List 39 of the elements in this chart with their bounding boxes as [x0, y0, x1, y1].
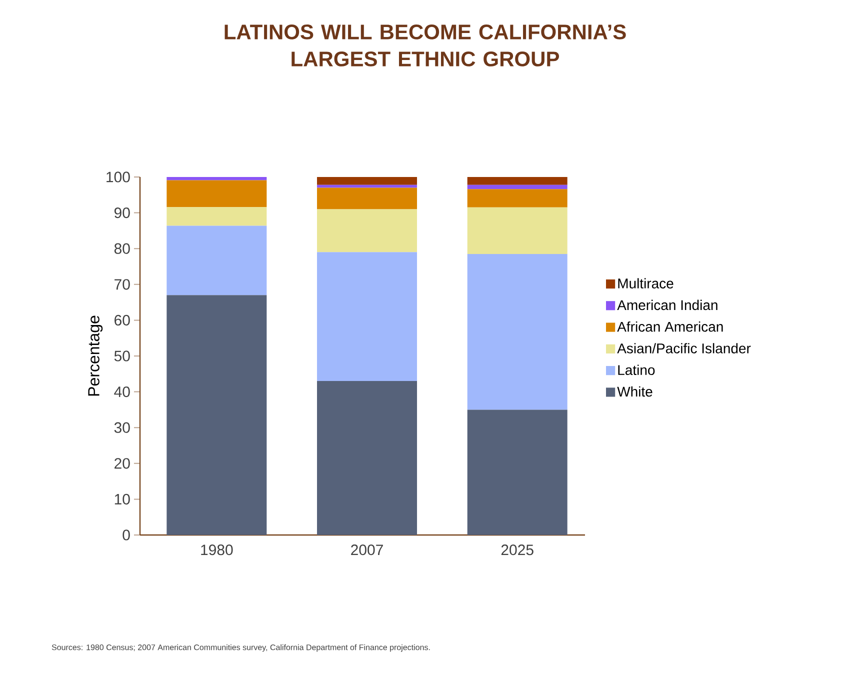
legend-label: Latino: [618, 364, 655, 376]
chart-title: LATINOS WILL BECOME CALIFORNIA’S LARGEST ETHNIC GROUP: [224, 24, 626, 66]
bar: [166, 207, 267, 226]
y-axis-title: Percentage: [88, 316, 103, 396]
bar: [467, 189, 568, 208]
y-tick-label: 40: [114, 386, 130, 398]
bar: [317, 209, 418, 252]
bar: [166, 177, 267, 180]
y-tick-label: 10: [114, 494, 130, 505]
bar: [166, 295, 267, 535]
bar: [467, 410, 568, 535]
legend-label: African American: [617, 321, 723, 332]
bar: [317, 177, 418, 185]
x-tick-label: 1980: [201, 544, 233, 556]
y-tick-label: 80: [114, 243, 130, 254]
y-tick-label: 20: [114, 458, 130, 469]
bar: [317, 188, 418, 210]
y-tick-label: 100: [106, 172, 130, 182]
legend-label: American Indian: [617, 300, 718, 310]
bar: [317, 381, 418, 535]
bar: [467, 177, 568, 185]
y-tick-label: 70: [114, 279, 130, 290]
bar: [166, 180, 267, 208]
y-tick-label: 90: [114, 207, 130, 218]
y-tick-label: 50: [114, 350, 130, 362]
y-tick-label: 60: [114, 314, 130, 326]
x-tick-label: 2025: [501, 544, 534, 556]
source-note: Sources: 1980 Census; 2007 American Communities survey, California Department of Finance projections.: [52, 644, 430, 652]
y-tick-label: 0: [122, 530, 130, 540]
bar: [317, 252, 418, 382]
bar: [467, 254, 568, 410]
bar: [467, 184, 568, 190]
legend-label: Asian/Pacific Islander: [617, 343, 751, 354]
legend-label: White: [617, 386, 652, 397]
bar: [166, 226, 267, 296]
y-tick-label: 30: [114, 422, 130, 433]
bar: [467, 207, 568, 254]
x-tick-label: 2007: [351, 544, 383, 556]
legend-label: Multirace: [618, 278, 674, 288]
